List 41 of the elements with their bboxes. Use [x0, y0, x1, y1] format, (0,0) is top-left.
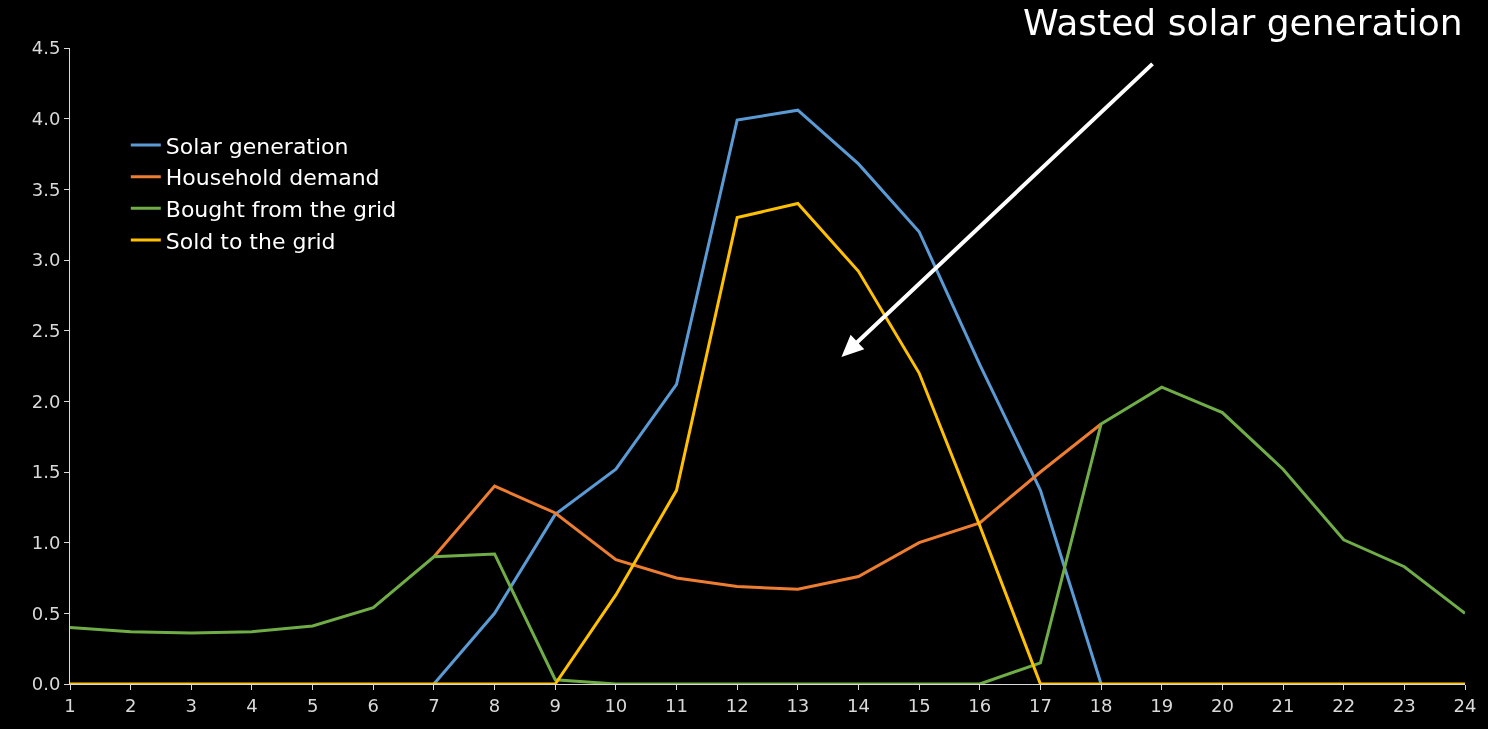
x-tick-label: 9 [549, 694, 561, 716]
x-tick-label: 8 [488, 694, 501, 716]
text: Wasted solar generation [1023, 2, 1463, 43]
y-tick-label: 4.0 [31, 107, 61, 129]
y-tick-label: 0.5 [31, 602, 61, 624]
y-tick-label: 4.5 [31, 37, 61, 59]
x-tick-label: 4 [246, 694, 258, 716]
x-tick-label: 19 [1150, 694, 1174, 716]
x-tick-label: 18 [1089, 694, 1113, 716]
x-tick-label: 22 [1332, 694, 1356, 716]
y-tick-label: 0.0 [31, 673, 61, 695]
line-series [432, 108, 1103, 684]
x-tick-label: 12 [725, 694, 749, 716]
y-tick-label: 2.0 [31, 390, 61, 412]
x-tick-label: 2 [124, 694, 137, 716]
x-tick-label: 3 [185, 694, 198, 716]
x-tick-label: 23 [1392, 694, 1416, 716]
y-tick-label: 3.5 [31, 178, 61, 200]
x-tick-label: 5 [306, 694, 319, 716]
line-series [432, 422, 1103, 591]
legend-label: Solar generation [165, 133, 349, 159]
x-tick-label: 14 [847, 694, 870, 716]
x-tick-label: 17 [1028, 694, 1052, 716]
x-tick-label: 20 [1210, 694, 1234, 716]
x-tick-label: 7 [428, 694, 440, 716]
legend-label: Household demand [165, 165, 380, 191]
x-tick-label: 6 [367, 694, 379, 716]
y-tick-label: 3.0 [31, 249, 61, 271]
legend-label: Bought from the grid [165, 196, 397, 222]
x-tick-label: 15 [907, 694, 931, 716]
x-tick-label: 21 [1271, 694, 1295, 716]
x-tick-label: 13 [786, 694, 810, 716]
y-tick-label: 1.0 [31, 531, 61, 553]
legend-label: Sold to the grid [165, 228, 336, 254]
x-tick-label: 11 [665, 694, 688, 716]
x-tick-label: 16 [968, 694, 992, 716]
x-tick-label: 10 [604, 694, 628, 716]
x-tick-label: 24 [1453, 694, 1477, 716]
y-tick-label: 1.5 [31, 461, 61, 483]
x-tick-label: 1 [64, 694, 76, 716]
y-tick-label: 2.5 [31, 319, 61, 341]
